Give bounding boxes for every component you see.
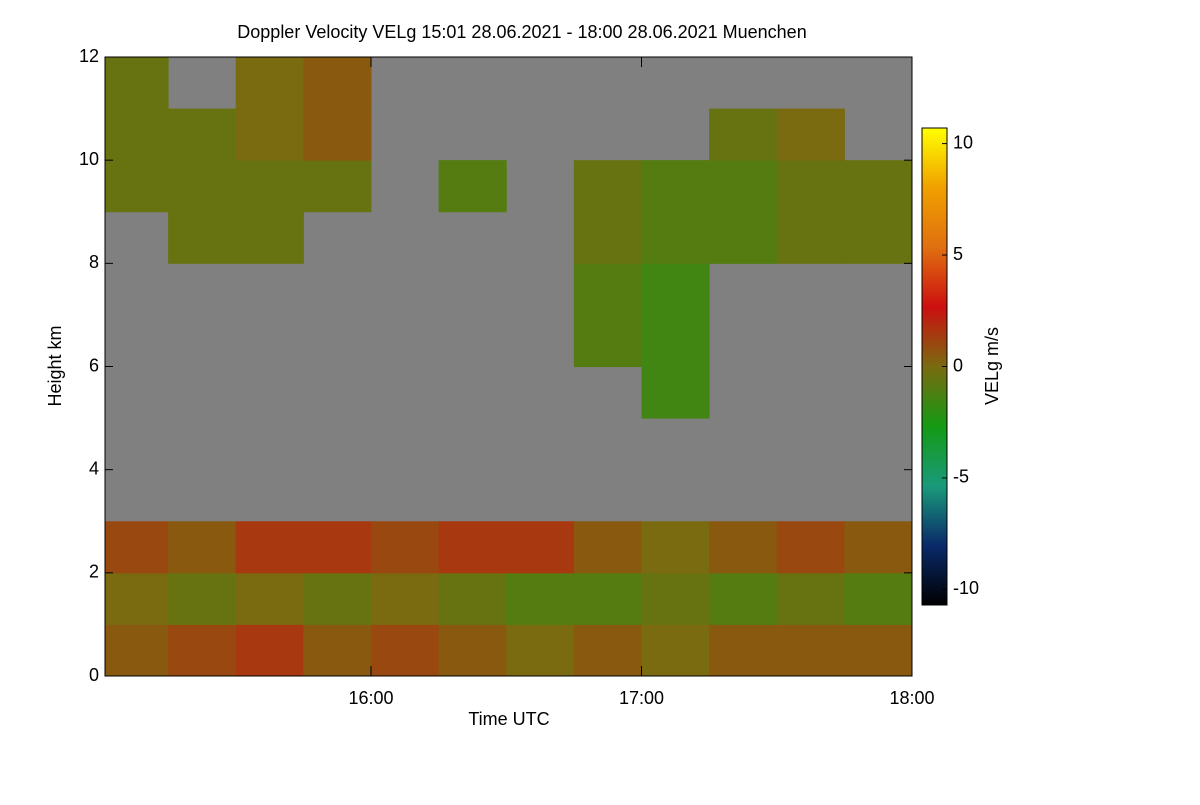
- heatmap-cell: [235, 57, 304, 110]
- heatmap-cell: [168, 521, 237, 574]
- y-tick-label: 6: [89, 355, 99, 375]
- heatmap-cell: [168, 211, 237, 264]
- x-tick-label: 17:00: [619, 688, 664, 708]
- heatmap-cell: [776, 521, 845, 574]
- heatmap-cell: [506, 521, 575, 574]
- heatmap-cell: [641, 263, 710, 316]
- heatmap-cell: [438, 572, 507, 625]
- heatmap-cell: [105, 108, 169, 161]
- heatmap-cell: [438, 160, 507, 213]
- heatmap-cell: [573, 211, 642, 264]
- heatmap-cell: [844, 160, 913, 213]
- heatmap-cell: [709, 624, 778, 677]
- heatmap-cell: [168, 108, 237, 161]
- heatmap-cell: [105, 57, 169, 110]
- heatmap-cell: [303, 160, 372, 213]
- heatmap-cell: [776, 108, 845, 161]
- y-tick-label: 0: [89, 665, 99, 685]
- heatmap-cell: [506, 572, 575, 625]
- heatmap-cell: [105, 624, 169, 677]
- y-tick-label: 4: [89, 458, 99, 478]
- heatmap-cell: [844, 211, 913, 264]
- heatmap-cell: [235, 211, 304, 264]
- heatmap-cell: [844, 624, 913, 677]
- chart-title: Doppler Velocity VELg 15:01 28.06.2021 -…: [237, 22, 806, 42]
- heatmap-cell: [573, 624, 642, 677]
- heatmap-cell: [844, 521, 913, 574]
- heatmap-cell: [776, 572, 845, 625]
- heatmap-cell: [235, 624, 304, 677]
- heatmap-cell: [506, 624, 575, 677]
- heatmap-cell: [168, 572, 237, 625]
- x-axis-label: Time UTC: [468, 709, 549, 729]
- heatmap-cell: [709, 160, 778, 213]
- heatmap-cell: [105, 160, 169, 213]
- heatmap-cell: [370, 521, 440, 574]
- y-tick-label: 10: [79, 149, 99, 169]
- x-tick-label: 18:00: [889, 688, 934, 708]
- x-tick-label: 16:00: [348, 688, 393, 708]
- heatmap-cell: [168, 624, 237, 677]
- colorbar-tick-label: -5: [953, 467, 969, 487]
- heatmap-cell: [303, 624, 372, 677]
- y-tick-label: 2: [89, 562, 99, 582]
- colorbar-tick-label: 10: [953, 132, 973, 152]
- heatmap-cell: [168, 160, 237, 213]
- heatmap-cell: [370, 624, 440, 677]
- heatmap-cell: [641, 624, 710, 677]
- heatmap-cell: [573, 160, 642, 213]
- heatmap-cell: [235, 108, 304, 161]
- colorbar-label: VELg m/s: [982, 327, 1002, 405]
- heatmap-cell: [370, 572, 440, 625]
- heatmap-cell: [303, 108, 372, 161]
- heatmap-cell: [844, 572, 913, 625]
- colorbar-tick-label: -10: [953, 578, 979, 598]
- heatmap-cell: [573, 521, 642, 574]
- heatmap-cell: [641, 572, 710, 625]
- heatmap-cell: [105, 521, 169, 574]
- heatmap-cell: [641, 521, 710, 574]
- heatmap-cell: [438, 521, 507, 574]
- heatmap-cell: [235, 521, 304, 574]
- heatmap-cell: [776, 160, 845, 213]
- heatmap-cell: [573, 572, 642, 625]
- heatmap-cell: [641, 314, 710, 367]
- heatmap-cell: [641, 211, 710, 264]
- heatmap-cell: [641, 160, 710, 213]
- heatmap-cell: [776, 624, 845, 677]
- colorbar-tick-label: 0: [953, 355, 963, 375]
- y-tick-label: 8: [89, 252, 99, 272]
- y-tick-label: 12: [79, 46, 99, 66]
- heatmap-cell: [235, 160, 304, 213]
- y-axis-label: Height km: [45, 325, 65, 406]
- heatmap-cell: [709, 108, 778, 161]
- heatmap-cell: [709, 521, 778, 574]
- heatmap-cell: [303, 521, 372, 574]
- colorbar-tick-label: 5: [953, 244, 963, 264]
- heatmap-cell: [709, 572, 778, 625]
- heatmap-cell: [776, 211, 845, 264]
- heatmap-cell: [235, 572, 304, 625]
- heatmap-cell: [573, 263, 642, 316]
- heatmap-cell: [105, 572, 169, 625]
- heatmap-cell: [438, 624, 507, 677]
- heatmap-cell: [303, 57, 372, 110]
- heatmap-cell: [641, 366, 710, 419]
- heatmap-cell: [303, 572, 372, 625]
- heatmap-cell: [573, 314, 642, 367]
- heatmap-cell: [709, 211, 778, 264]
